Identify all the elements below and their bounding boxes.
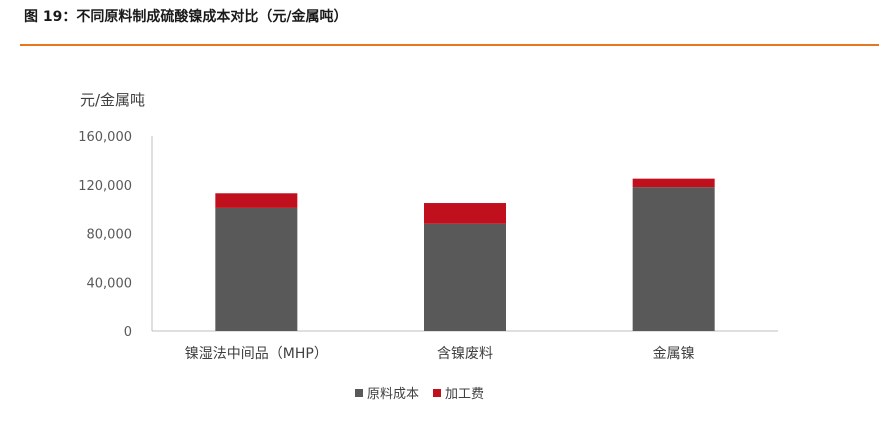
x-category-label: 金属镍 [653,346,695,362]
figure-title: 图 19：不同原料制成硫酸镍成本对比（元/金属吨） [24,9,348,25]
x-category-label: 含镍废料 [437,346,493,362]
bars-group [215,178,715,331]
y-tick-label: 160,000 [78,130,132,145]
legend-swatch [355,389,363,397]
y-axis-unit-label: 元/金属吨 [80,91,145,109]
bar-segment-processing-fee [424,203,506,224]
y-tick-label: 120,000 [78,179,132,194]
y-tick-label: 0 [124,325,132,340]
legend-label: 加工费 [445,387,484,402]
x-category-label: 镍湿法中间品（MHP） [185,346,328,362]
bar-segment-raw-material [632,187,715,331]
bar-segment-raw-material [215,207,298,331]
legend: 原料成本 加工费 [355,387,484,402]
x-axis-categories: 镍湿法中间品（MHP） 含镍废料 金属镍 [185,346,695,362]
bar-segment-processing-fee [632,178,715,188]
bar-segment-raw-material [424,223,506,331]
y-tick-label: 80,000 [87,228,133,243]
bar-segment-processing-fee [215,193,298,208]
y-tick-label: 40,000 [87,276,133,291]
title-divider [20,44,879,46]
legend-swatch [433,389,441,397]
legend-label: 原料成本 [367,387,419,402]
y-axis-ticks: 0 40,000 80,000 120,000 160,000 [78,130,132,340]
